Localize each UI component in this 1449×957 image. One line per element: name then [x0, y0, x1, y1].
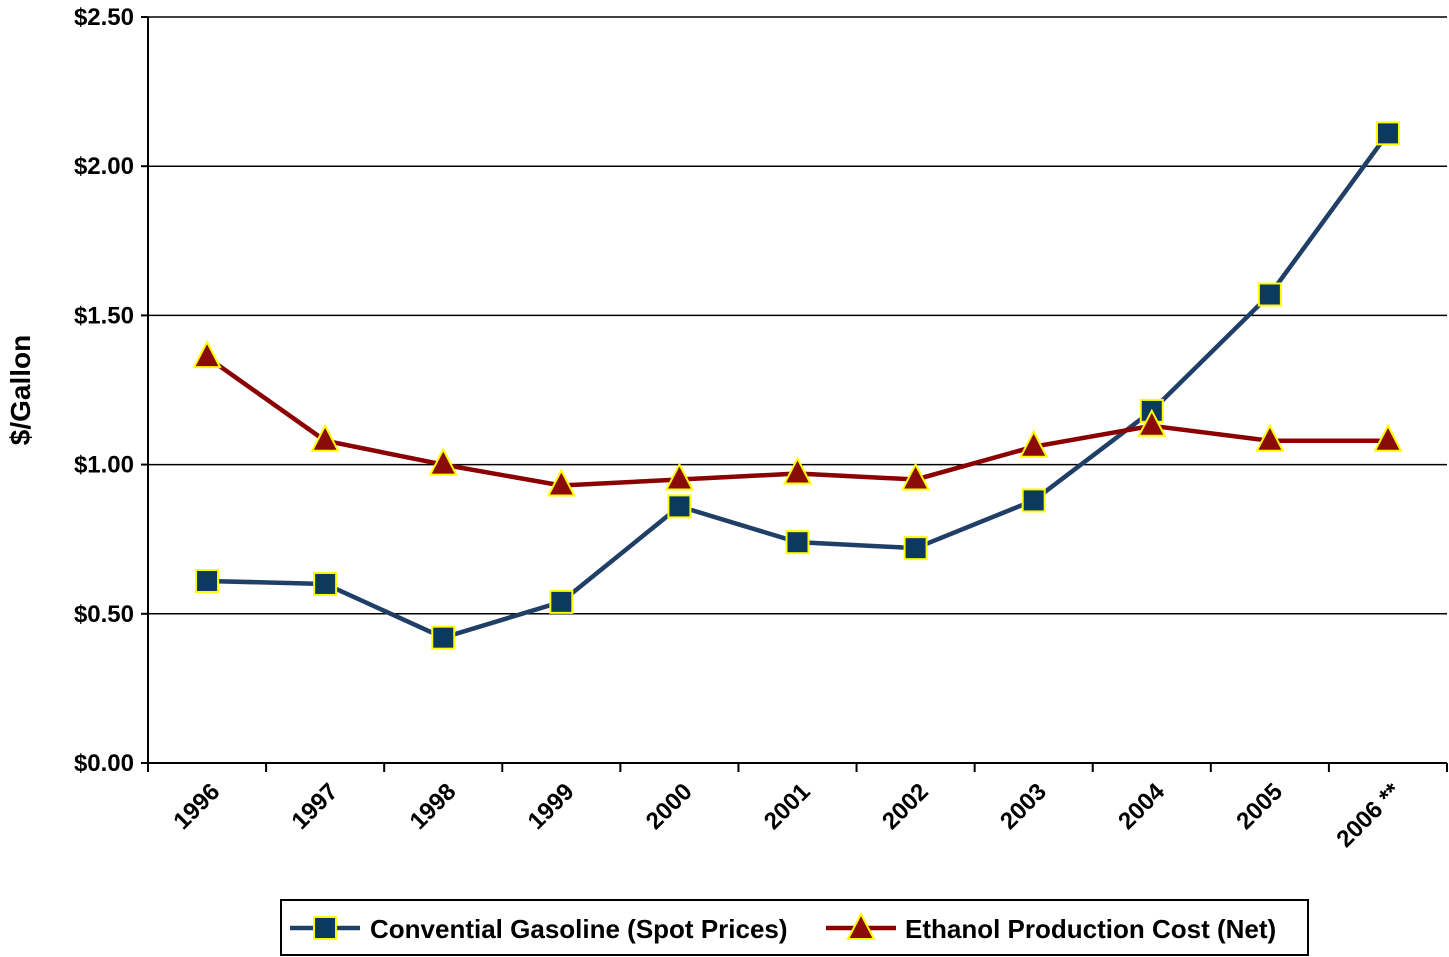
x-tick-label: 1998: [405, 778, 462, 835]
square-marker: [313, 571, 338, 596]
square-marker: [1021, 488, 1046, 513]
x-tick-label: 1999: [523, 778, 580, 835]
triangle-marker: [664, 462, 695, 491]
x-tick-label: 2006 **: [1331, 778, 1406, 853]
square-marker: [785, 530, 810, 555]
x-tick-label: 2002: [877, 778, 934, 835]
square-marker: [549, 589, 574, 614]
triangle-marker: [1255, 423, 1285, 452]
y-axis-title: $/Gallon: [5, 335, 36, 445]
y-tick-label: $0.50: [74, 601, 134, 628]
legend-item-0: Convential Gasoline (Spot Prices): [290, 914, 788, 944]
square-marker: [1257, 282, 1282, 307]
x-tick-label: 2005: [1231, 778, 1288, 835]
y-tick-label: $2.00: [74, 153, 134, 180]
y-tick-label: $1.50: [74, 302, 134, 329]
y-tick-label: $0.00: [74, 750, 134, 777]
legend-label: Ethanol Production Cost (Net): [905, 914, 1276, 944]
series-line-0: [206, 132, 1390, 640]
square-marker: [431, 625, 456, 650]
y-tick-labels: $0.00 $0.50 $1.00 $1.50 $2.00 $2.50: [74, 4, 134, 777]
legend-label: Convential Gasoline (Spot Prices): [370, 914, 788, 944]
triangle-marker: [1019, 429, 1049, 458]
axes: [141, 16, 1448, 772]
triangle-marker: [310, 423, 340, 452]
legend-square-marker: [313, 916, 337, 940]
triangle-marker: [546, 468, 576, 497]
triangle-marker: [782, 456, 813, 485]
x-tick-label: 2001: [759, 778, 816, 835]
square-marker: [667, 494, 692, 519]
square-marker: [1375, 121, 1400, 146]
legend-box: [280, 899, 1309, 956]
x-tick-label: 1997: [287, 778, 344, 835]
x-tick-label: 2004: [1113, 778, 1170, 835]
y-tick-label: $2.50: [74, 4, 134, 31]
y-tick-label: $1.00: [74, 452, 134, 479]
series-gasoline: [195, 121, 1400, 650]
legend-item-1: Ethanol Production Cost (Net): [826, 911, 1276, 944]
triangle-marker: [900, 462, 931, 491]
gridlines: [148, 16, 1447, 615]
triangle-marker: [192, 340, 222, 369]
x-tick-label: 2003: [995, 778, 1052, 835]
triangle-marker: [1137, 408, 1167, 437]
triangle-marker: [1373, 423, 1403, 452]
square-marker: [195, 568, 220, 593]
legend-triangle-marker: [846, 911, 876, 940]
x-tick-label: 1996: [168, 778, 225, 835]
series: [192, 121, 1403, 650]
square-marker: [903, 536, 928, 561]
series-ethanol: [192, 340, 1403, 497]
x-tick-label: 2000: [641, 778, 698, 835]
legend: Convential Gasoline (Spot Prices) Ethanol…: [280, 899, 1309, 956]
triangle-marker: [428, 447, 458, 476]
x-tick-labels: 1996 1997 1998 1999 2000 2001 2002 2003 2004 2005…: [168, 778, 1406, 853]
